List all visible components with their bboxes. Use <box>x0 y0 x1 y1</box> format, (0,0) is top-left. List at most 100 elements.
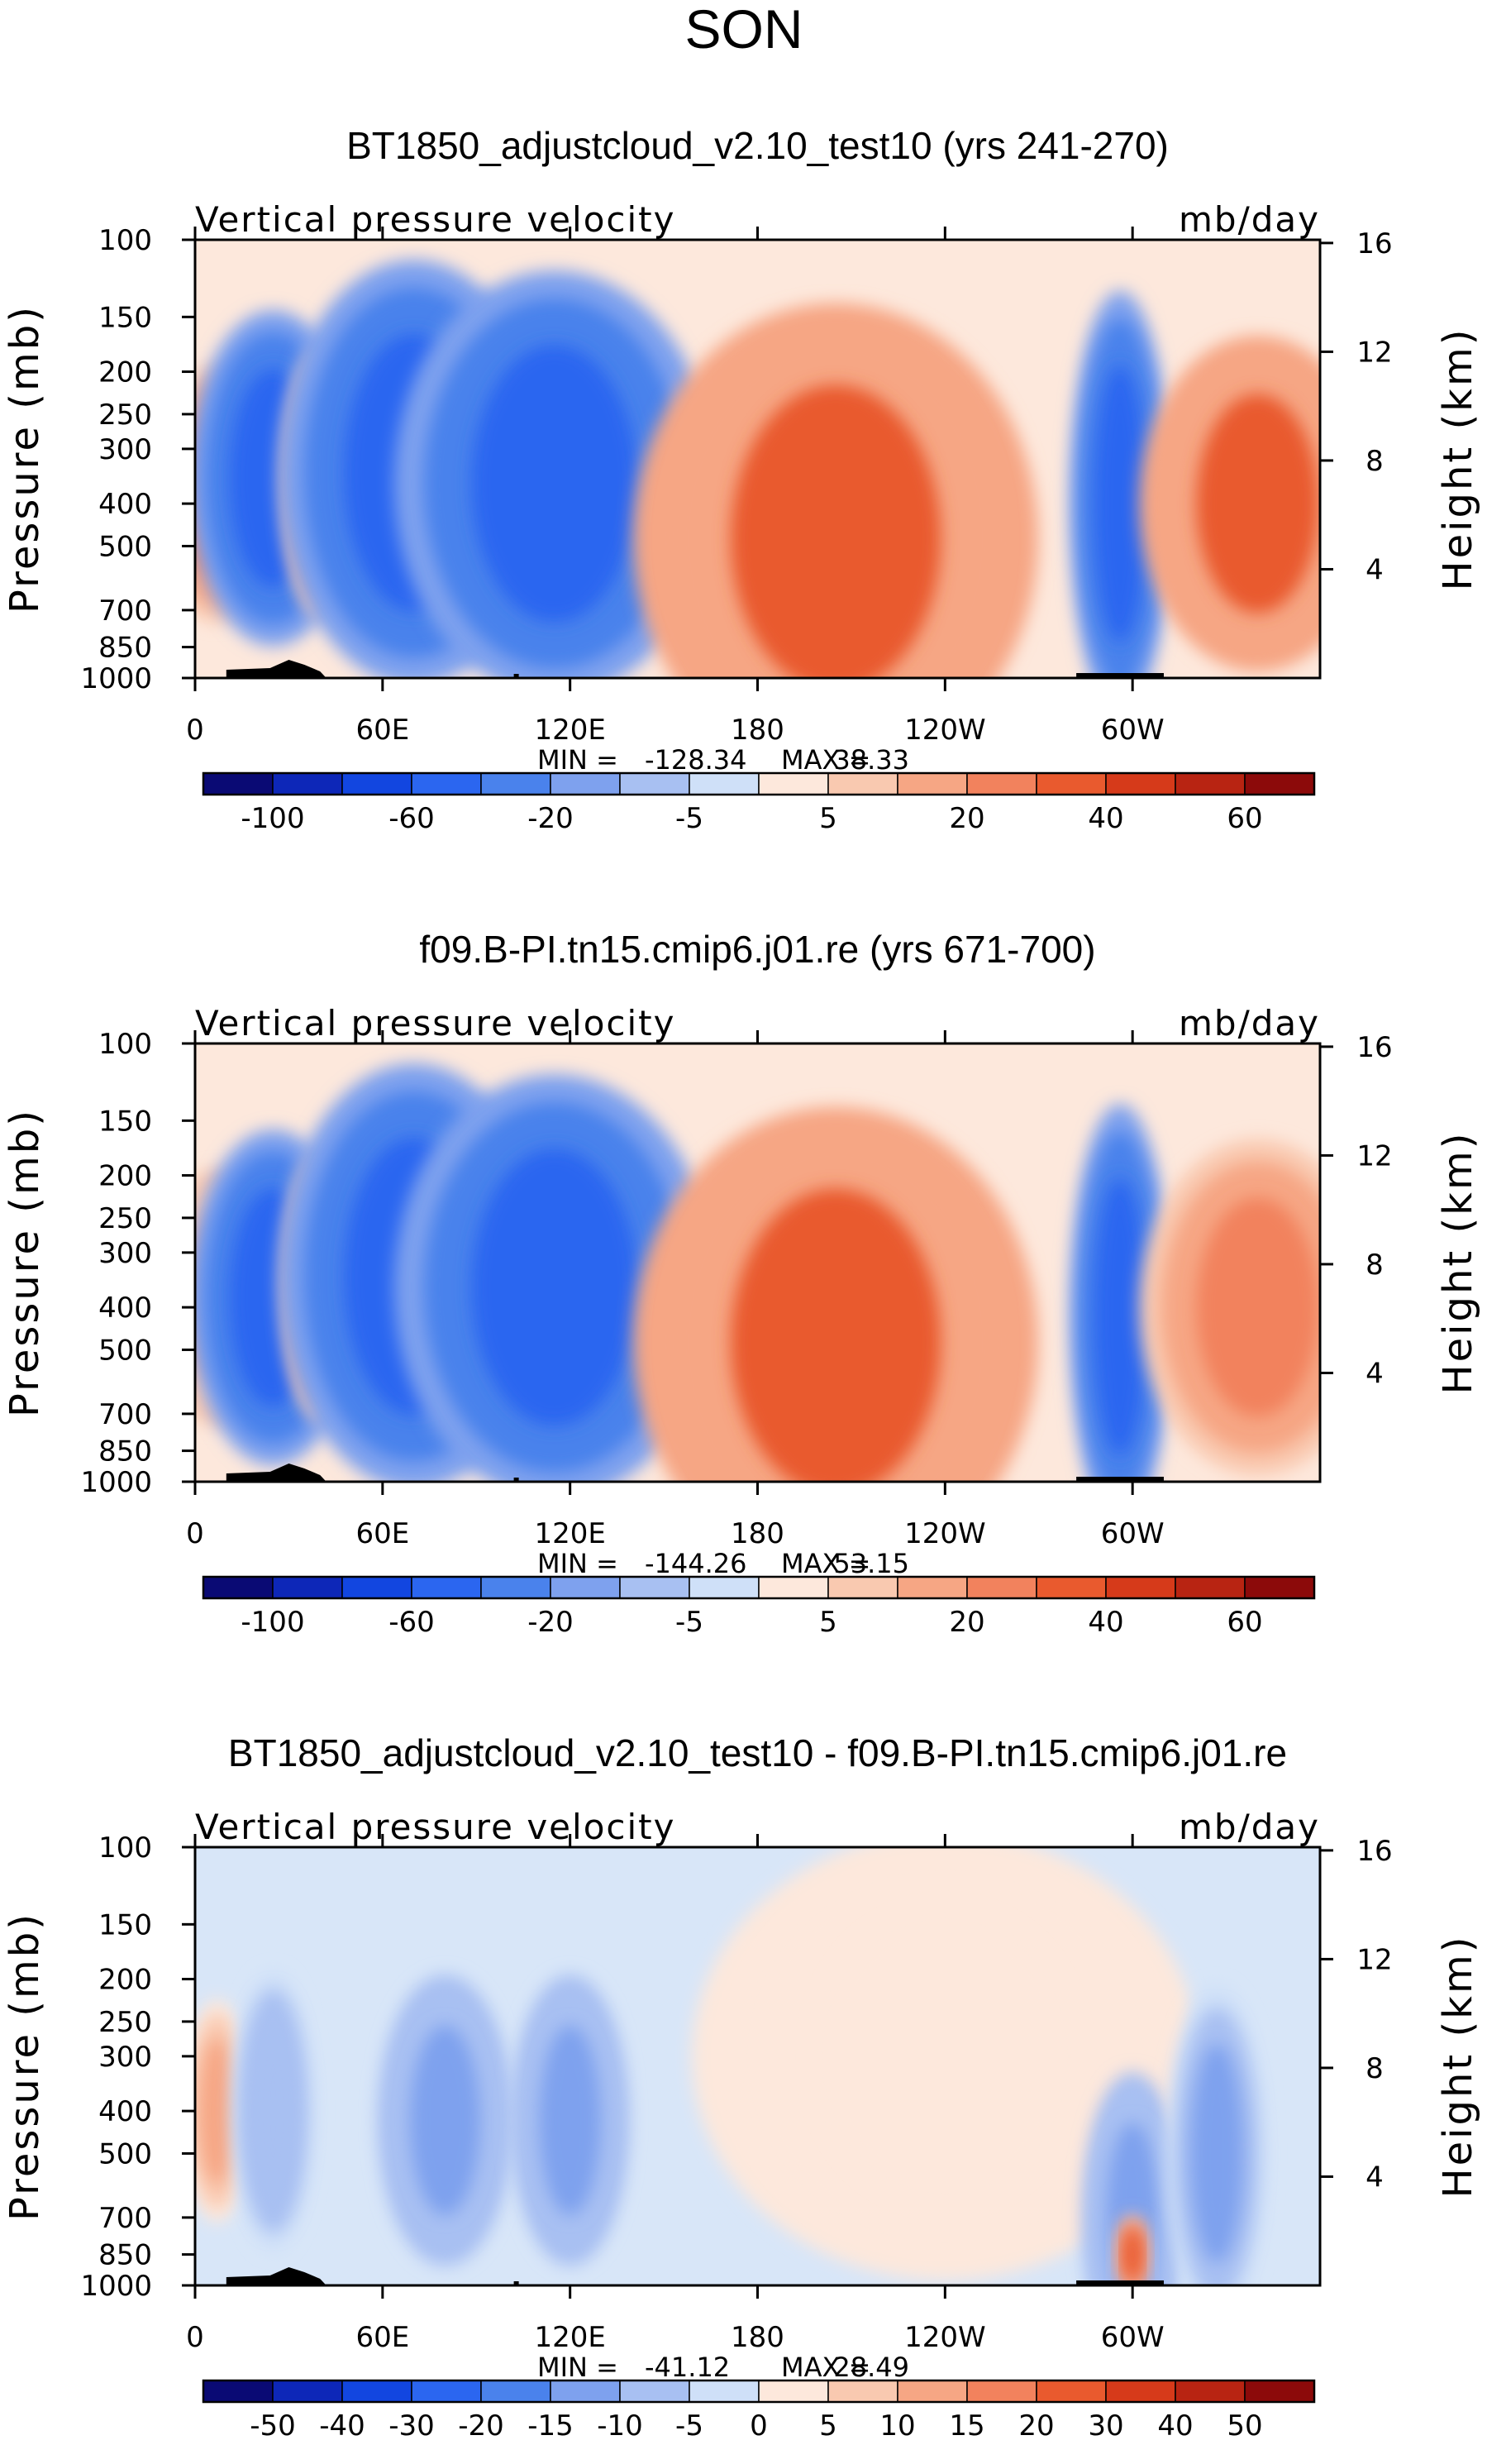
colorbar-box <box>411 2380 482 2403</box>
colorbar-box <box>203 1576 274 1599</box>
y2-tick-label: 12 <box>1356 336 1392 369</box>
colorbar-box <box>1244 772 1315 795</box>
y-tick-label: 850 <box>98 632 152 665</box>
panels: BT1850_adjustcloud_v2.10_test10 (yrs 241… <box>2 124 1481 2443</box>
colorbar-label: 60 <box>1227 1606 1262 1639</box>
colorbar-box <box>1175 1576 1246 1599</box>
colorbar-label: 40 <box>1088 1606 1123 1639</box>
panel-title: f09.B-PI.tn15.cmip6.j01.re (yrs 671-700) <box>419 928 1095 971</box>
topography-africa <box>226 2267 326 2285</box>
y2-tick-label: 4 <box>1365 553 1384 586</box>
topography-island <box>513 1478 519 1482</box>
colorbar-box <box>341 772 412 795</box>
topography-africa <box>226 1464 326 1482</box>
min-label: MIN = <box>537 744 618 776</box>
colorbar-box <box>203 772 274 795</box>
y2-axis-label: Height (km) <box>1435 327 1481 591</box>
field-cell-core <box>471 345 638 623</box>
max-label: MAX = <box>781 744 870 776</box>
y2-tick-label: 12 <box>1356 1943 1392 1976</box>
colorbar-box <box>1036 1576 1107 1599</box>
colorbar-label: -100 <box>241 1606 304 1639</box>
colorbar-box <box>1105 2380 1176 2403</box>
colorbar-label: -30 <box>388 2409 435 2443</box>
season-title: SON <box>684 0 803 60</box>
colorbar-label: 5 <box>819 802 837 835</box>
colorbar-box <box>827 772 898 795</box>
field-cell-core <box>1094 365 1146 642</box>
colorbar-box <box>827 2380 898 2403</box>
colorbar-label: -20 <box>527 802 574 835</box>
colorbar-box <box>272 772 343 795</box>
colorbar-label: -40 <box>319 2409 365 2443</box>
min-label: MIN = <box>537 2352 618 2383</box>
colorbar-box <box>966 2380 1037 2403</box>
max-label: MAX = <box>781 2352 870 2383</box>
field-layer <box>195 1063 1320 1482</box>
colorbar-label: -60 <box>388 802 435 835</box>
colorbar-box <box>341 2380 412 2403</box>
y-tick-label: 150 <box>98 301 152 334</box>
y-tick-label: 700 <box>98 1398 152 1431</box>
y-tick-label: 850 <box>98 1435 152 1468</box>
colorbar-label: 40 <box>1088 802 1123 835</box>
y-tick-label: 100 <box>98 224 152 257</box>
colorbar-label: -60 <box>388 1606 435 1639</box>
x-tick-label: 60E <box>355 1517 409 1550</box>
field-cell-core <box>1123 2228 1141 2280</box>
colorbar-box <box>619 1576 690 1599</box>
y2-tick-label: 8 <box>1365 445 1384 478</box>
field-cell-core <box>1190 2043 1243 2263</box>
panel-units-label: mb/day <box>1179 1807 1320 1847</box>
max-value: 28.49 <box>833 2352 909 2383</box>
topography-island <box>513 674 519 678</box>
max-value: 38.33 <box>833 744 909 776</box>
x-tick-label: 60W <box>1101 2321 1165 2354</box>
colorbar-box <box>341 1576 412 1599</box>
colorbar-box <box>480 2380 551 2403</box>
colorbar-box <box>550 772 621 795</box>
x-tick-label: 60W <box>1101 714 1165 747</box>
y2-axis-label: Height (km) <box>1435 1131 1481 1395</box>
panel-variable-label: Vertical pressure velocity <box>195 199 675 240</box>
x-tick-label: 0 <box>186 2321 204 2354</box>
field-layer <box>195 260 1320 678</box>
y2-tick-label: 16 <box>1356 1835 1392 1868</box>
colorbar-box <box>897 2380 968 2403</box>
colorbar-box <box>966 772 1037 795</box>
colorbar-box <box>1175 772 1246 795</box>
y-tick-label: 850 <box>98 2239 152 2272</box>
colorbar-box <box>1244 2380 1315 2403</box>
field-cell-core <box>1196 394 1319 614</box>
colorbar-box <box>411 1576 482 1599</box>
y-tick-label: 150 <box>98 1105 152 1138</box>
x-tick-label: 0 <box>186 1517 204 1550</box>
y-tick-label: 1000 <box>80 662 152 695</box>
topography-andes <box>1076 2280 1164 2285</box>
y-tick-label: 300 <box>98 433 152 466</box>
colorbar-box <box>272 2380 343 2403</box>
field-cell-core <box>1196 1197 1319 1417</box>
y-tick-label: 300 <box>98 1237 152 1270</box>
x-tick-label: 180 <box>731 714 784 747</box>
colorbar-box <box>1036 772 1107 795</box>
panel-title: BT1850_adjustcloud_v2.10_test10 (yrs 241… <box>346 124 1169 167</box>
y-tick-label: 200 <box>98 1964 152 1997</box>
x-tick-label: 60E <box>355 2321 409 2354</box>
colorbar-label: 20 <box>949 802 984 835</box>
max-value: 53.15 <box>833 1548 909 1579</box>
y-tick-label: 400 <box>98 488 152 521</box>
colorbar-box <box>272 1576 343 1599</box>
y-tick-label: 1000 <box>80 1466 152 1499</box>
colorbar-label: -5 <box>675 2409 703 2443</box>
colorbar-box <box>758 1576 829 1599</box>
panel-units-label: mb/day <box>1179 1003 1320 1043</box>
min-value: -128.34 <box>645 744 747 776</box>
colorbar-box <box>411 772 482 795</box>
max-label: MAX = <box>781 1548 870 1579</box>
y2-tick-label: 8 <box>1365 1249 1384 1282</box>
colorbar-box <box>1105 772 1176 795</box>
colorbar-label: -5 <box>675 1606 703 1639</box>
